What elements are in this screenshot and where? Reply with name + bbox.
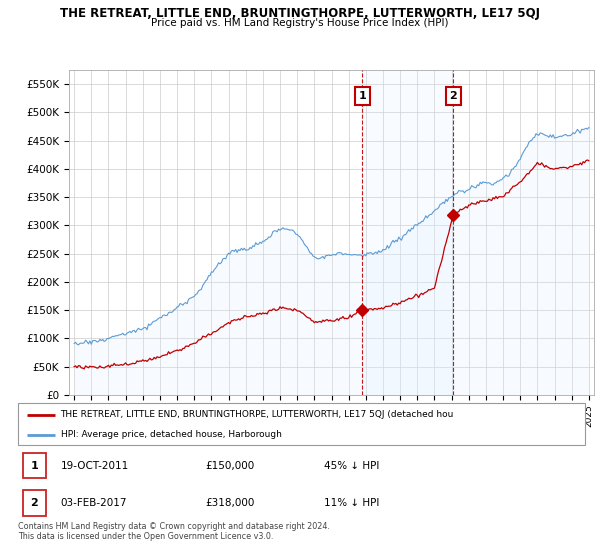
FancyBboxPatch shape bbox=[23, 453, 46, 478]
Text: THE RETREAT, LITTLE END, BRUNTINGTHORPE, LUTTERWORTH, LE17 5QJ: THE RETREAT, LITTLE END, BRUNTINGTHORPE,… bbox=[60, 7, 540, 20]
Text: 2: 2 bbox=[449, 91, 457, 101]
Text: 1: 1 bbox=[359, 91, 366, 101]
FancyBboxPatch shape bbox=[23, 491, 46, 516]
Text: HPI: Average price, detached house, Harborough: HPI: Average price, detached house, Harb… bbox=[61, 430, 281, 439]
Text: Price paid vs. HM Land Registry's House Price Index (HPI): Price paid vs. HM Land Registry's House … bbox=[151, 18, 449, 28]
Text: 1: 1 bbox=[31, 460, 38, 470]
Text: £318,000: £318,000 bbox=[205, 498, 254, 508]
Text: £150,000: £150,000 bbox=[205, 460, 254, 470]
Text: 19-OCT-2011: 19-OCT-2011 bbox=[61, 460, 129, 470]
Bar bbox=[362, 70, 454, 395]
Text: 11% ↓ HPI: 11% ↓ HPI bbox=[324, 498, 380, 508]
FancyBboxPatch shape bbox=[18, 403, 585, 445]
Text: THE RETREAT, LITTLE END, BRUNTINGTHORPE, LUTTERWORTH, LE17 5QJ (detached hou: THE RETREAT, LITTLE END, BRUNTINGTHORPE,… bbox=[61, 410, 454, 419]
Text: 03-FEB-2017: 03-FEB-2017 bbox=[61, 498, 127, 508]
Text: 45% ↓ HPI: 45% ↓ HPI bbox=[324, 460, 380, 470]
Text: 2: 2 bbox=[31, 498, 38, 508]
Text: Contains HM Land Registry data © Crown copyright and database right 2024.
This d: Contains HM Land Registry data © Crown c… bbox=[18, 522, 330, 542]
